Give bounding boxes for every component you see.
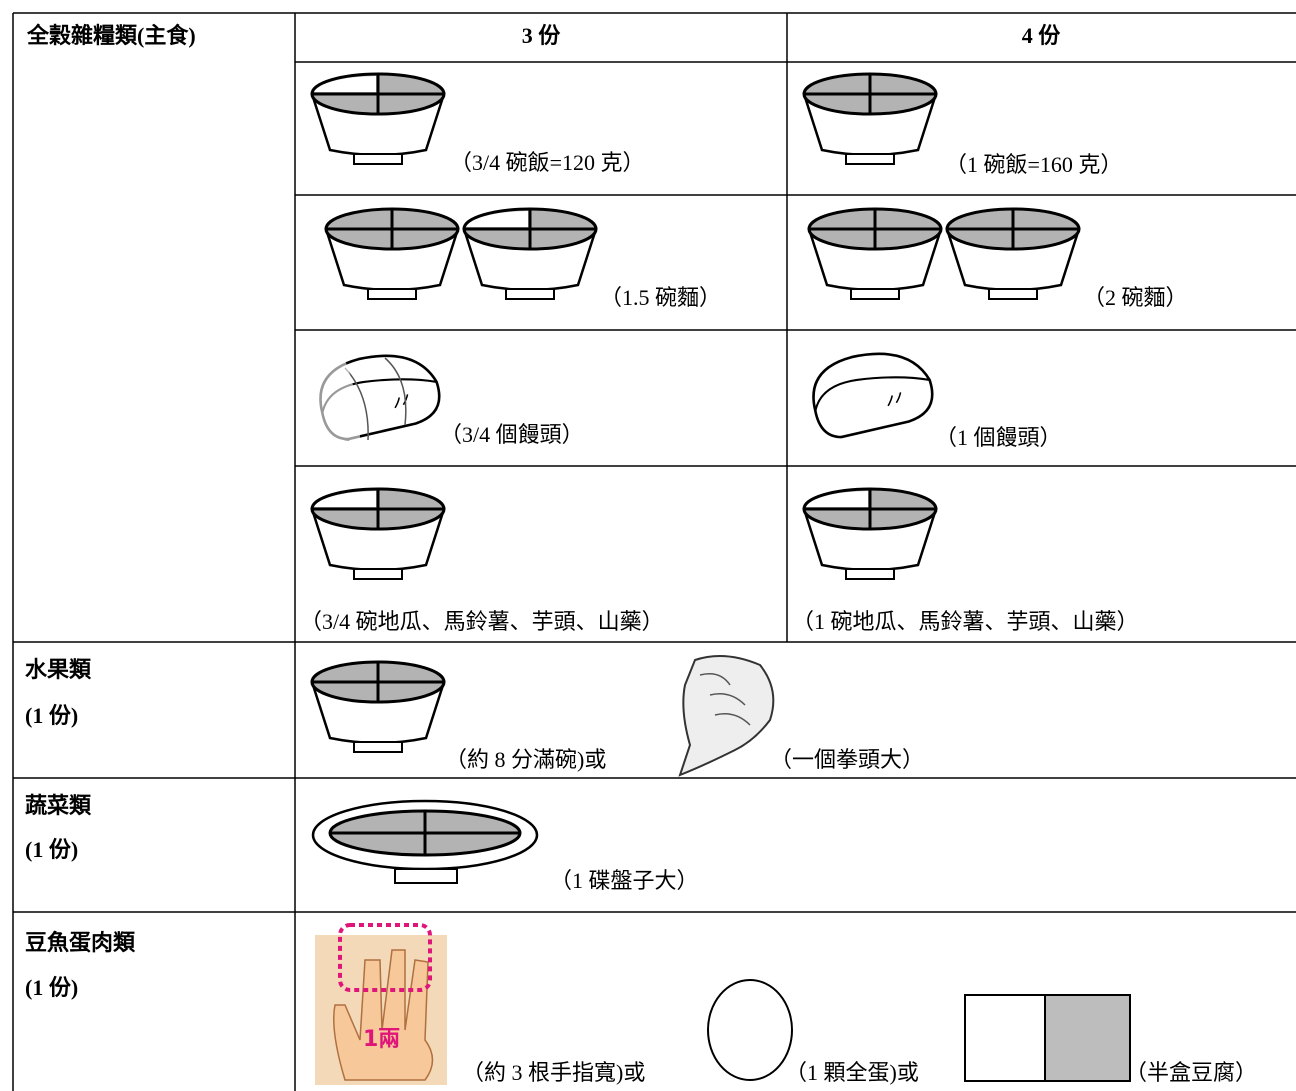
grain-item: （1 個饅頭） [935,425,1062,450]
grain-item: （1 碗飯=160 克） [945,152,1122,177]
grain-item: （3/4 碗地瓜、馬鈴薯、芋頭、山藥） [300,609,664,634]
grain-item: （3/4 碗飯=120 克） [450,150,645,175]
row-label: 水果類 [25,657,92,682]
header-3: 3 份 [522,23,562,48]
illustrations [310,72,1131,1085]
row-label: 豆魚蛋肉類 [25,930,136,955]
fruit-item: （約 8 分滿碗)或 [445,747,606,772]
row-portion: (1 份) [25,975,78,1000]
header-4: 4 份 [1022,23,1062,48]
fruit-item: （一個拳頭大） [770,747,924,772]
grain-item: （1 碗地瓜、馬鈴薯、芋頭、山藥） [792,609,1139,634]
vegetable-item: （1 碟盤子大） [550,868,699,893]
protein-item: （半盒豆腐） [1125,1060,1257,1085]
fist-icon [678,655,775,777]
header-category: 全穀雜糧類(主食) [26,23,196,48]
row-portion: (1 份) [25,837,78,862]
row-label: 蔬菜類 [25,793,92,818]
table-grid [12,12,1296,1091]
grain-item: （3/4 個饅頭） [440,422,584,447]
grain-item: （2 碗麵） [1083,285,1188,310]
row-portion: (1 份) [25,703,78,728]
protein-item: （1 顆全蛋)或 [785,1060,919,1085]
grain-item: （1.5 碗麵） [600,285,721,310]
protein-item: （約 3 根手指寬)或 [462,1060,645,1085]
hand-label: 1兩 [363,1027,400,1052]
text-layer: 全穀雜糧類(主食) 3 份 4 份 （3/4 碗飯=120 克） （1 碗飯=1… [25,23,1257,1085]
